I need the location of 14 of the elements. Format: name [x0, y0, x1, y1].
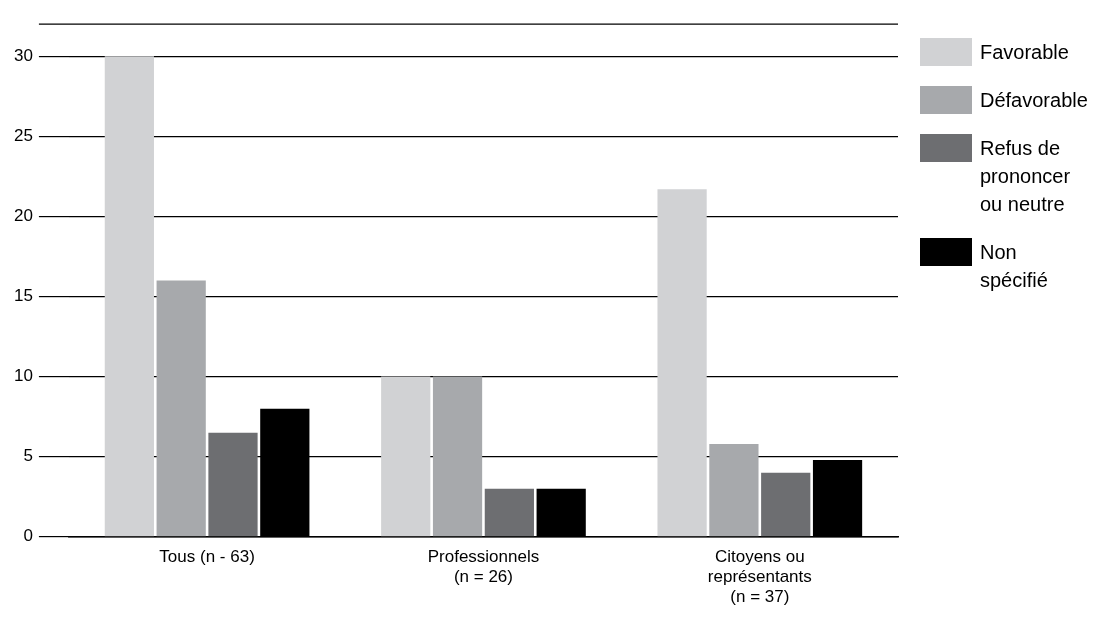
- legend-label: Refus de prononcer ou neutre: [980, 136, 1072, 217]
- y-tick-label: 10: [13, 366, 33, 386]
- legend-label: Favorable: [980, 40, 1069, 65]
- legend-label: Non spécifié: [980, 240, 1049, 293]
- y-tick-label: 25: [13, 126, 33, 146]
- x-tick-label: Professionnels (n = 26): [427, 546, 540, 587]
- y-tick-label: 15: [13, 286, 33, 306]
- x-tick-label: Tous (n - 63): [159, 546, 255, 566]
- y-tick-label: 5: [23, 446, 33, 466]
- legend-label: Défavorable: [980, 88, 1088, 113]
- x-tick-label: Citoyens ou représentants (n = 37): [707, 546, 812, 607]
- y-tick-label: 20: [13, 206, 33, 226]
- y-tick-label: 0: [23, 526, 33, 546]
- y-tick-label: 30: [13, 45, 33, 65]
